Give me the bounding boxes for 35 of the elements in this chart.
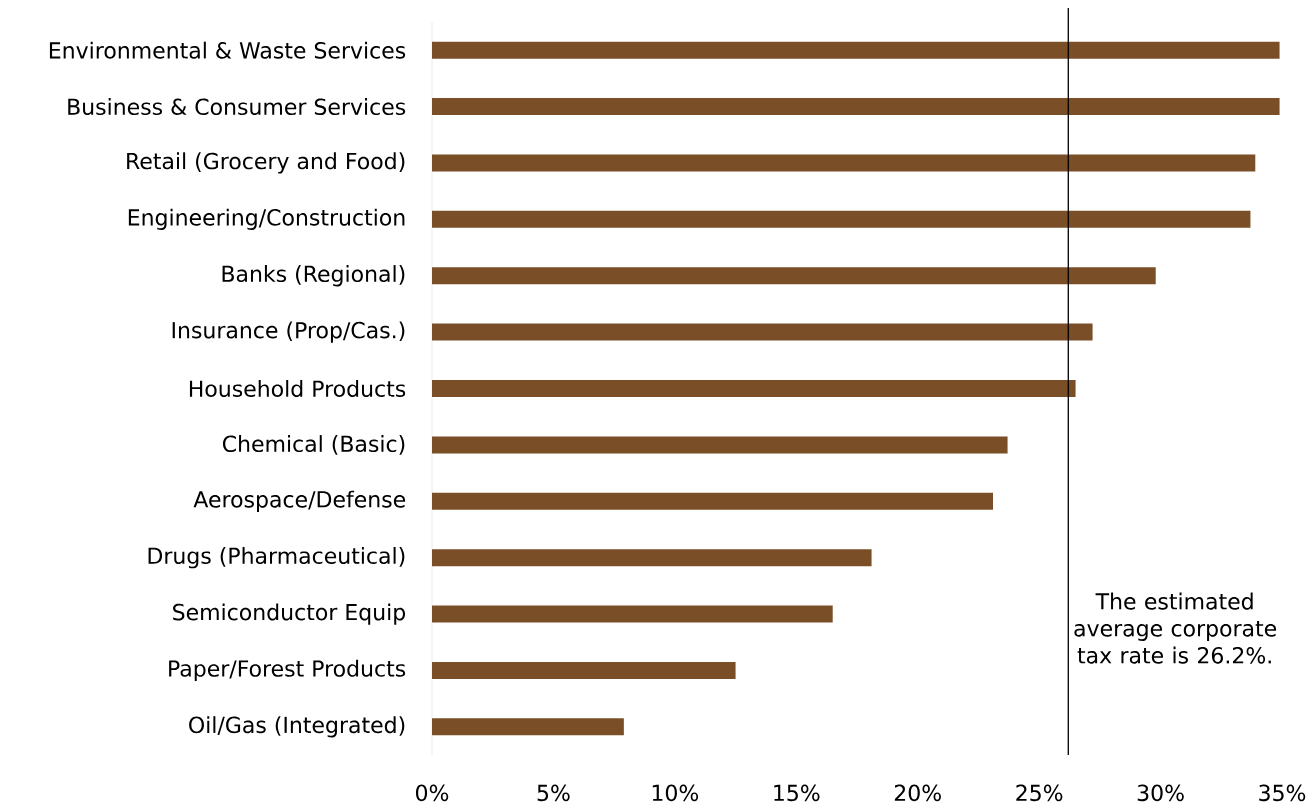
y-tick-label: Environmental & Waste Services — [49, 41, 406, 59]
bar — [432, 661, 736, 679]
bar — [432, 323, 1093, 341]
ref-line-label: The estimated average corporate tax rate is 26.2%. — [1074, 592, 1277, 664]
y-tick-label: Household Products — [189, 379, 406, 398]
bar — [432, 267, 1156, 285]
y-tick-label: Oil/Gas (Integrated) — [189, 716, 405, 738]
x-tick-label: 30% — [1137, 784, 1184, 802]
y-tick-label: Retail (Grocery and Food) — [127, 152, 405, 174]
x-tick-label: 20% — [894, 784, 941, 802]
y-tick-label: Aerospace/Defense — [193, 490, 406, 512]
x-tick-label: 5% — [537, 784, 570, 802]
bar — [432, 718, 624, 736]
y-tick-label: Drugs (Pharmaceutical) — [148, 547, 405, 569]
x-tick-label: 15% — [774, 784, 820, 802]
x-tick-label: 0% — [415, 784, 449, 802]
y-tick-label: Chemical (Basic) — [222, 435, 405, 455]
y-tick-label: Business & Consumer Services — [68, 98, 406, 116]
bar — [432, 210, 1251, 228]
y-tick-label: Semiconductor Equip — [173, 603, 406, 625]
x-tick-label: 25% — [1016, 784, 1063, 802]
y-tick-label: Paper/Forest Products — [169, 659, 406, 682]
y-tick-label: Banks (Regional) — [222, 265, 405, 287]
bar — [432, 380, 1076, 398]
bar — [432, 98, 1280, 116]
bar — [432, 41, 1280, 59]
x-tick-label: 10% — [652, 784, 699, 802]
bar — [432, 492, 994, 510]
bar — [432, 549, 872, 567]
x-tick-label: 35% — [1259, 784, 1306, 802]
bar — [432, 605, 833, 623]
bar — [432, 436, 1008, 454]
bar — [432, 154, 1256, 172]
y-tick-label: Engineering/Construction — [128, 208, 405, 230]
y-tick-label: Insurance (Prop/Cas.) — [172, 321, 405, 343]
